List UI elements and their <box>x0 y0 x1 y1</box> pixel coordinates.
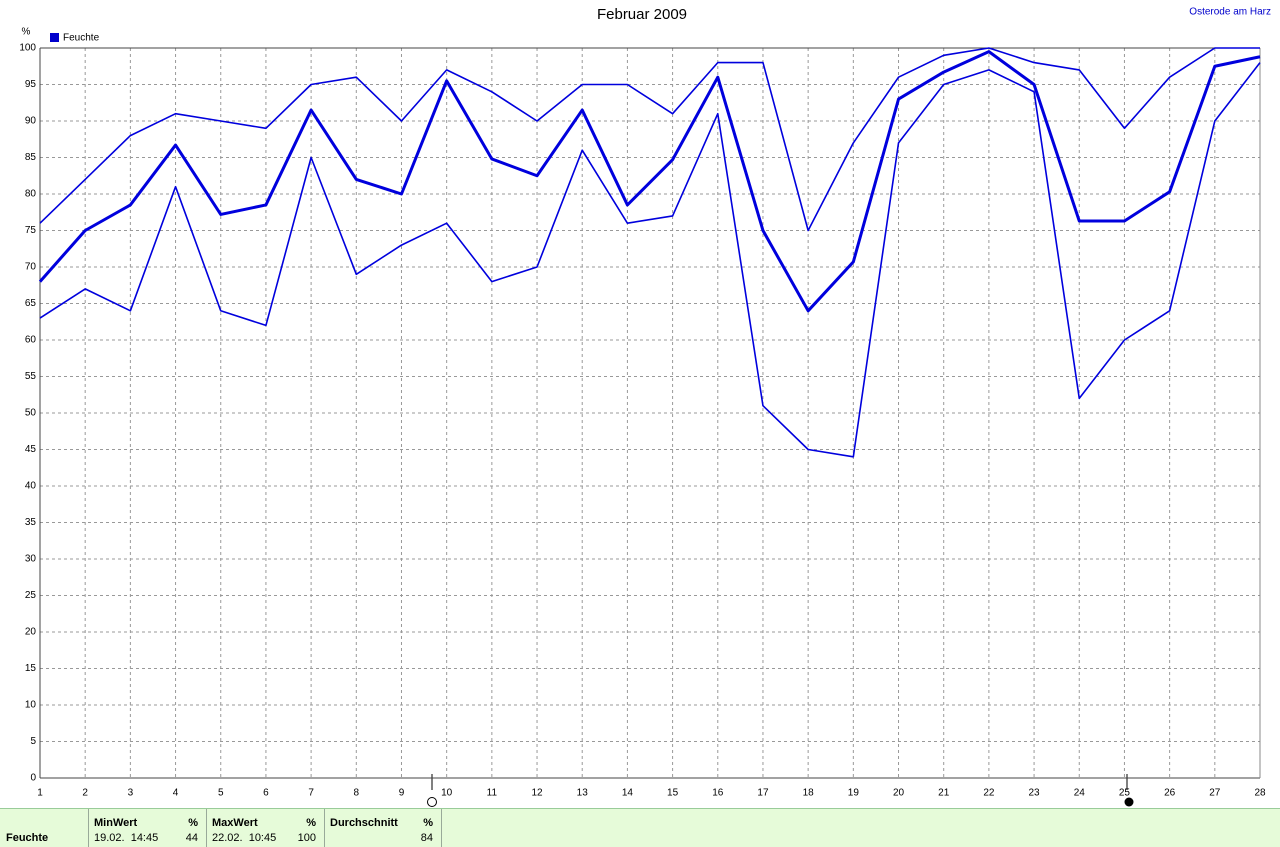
x-tick-label: 25 <box>1119 788 1131 799</box>
column-header: MaxWert <box>212 817 258 829</box>
y-tick-label: 70 <box>25 262 37 273</box>
x-tick-label: 18 <box>803 788 815 799</box>
x-tick-label: 23 <box>1029 788 1041 799</box>
chart: Februar 2009 Osterode am Harz % Feuchte … <box>19 6 1271 807</box>
x-tick-label: 28 <box>1254 788 1266 799</box>
column-header: MinWert <box>94 817 138 829</box>
y-tick-label: 55 <box>25 371 37 382</box>
legend-swatch <box>50 33 59 42</box>
y-tick-label: 90 <box>25 116 37 127</box>
y-tick-label: 85 <box>25 152 37 163</box>
x-tick-label: 5 <box>218 788 224 799</box>
y-tick-label: 25 <box>25 590 37 601</box>
chart-title: Februar 2009 <box>597 6 687 23</box>
value: 44 <box>185 832 198 844</box>
y-tick-label: 10 <box>25 700 37 711</box>
y-tick-label: 40 <box>25 481 37 492</box>
column-header: Durchschnitt <box>330 817 398 829</box>
y-tick-label: 50 <box>25 408 37 419</box>
y-tick-label: 20 <box>25 627 37 638</box>
x-tick-label: 14 <box>622 788 634 799</box>
line-series <box>39 62 1261 458</box>
x-tick-label: 13 <box>577 788 589 799</box>
x-tick-label: 10 <box>441 788 453 799</box>
x-tick-label: 9 <box>399 788 405 799</box>
column-separator <box>88 809 89 847</box>
y-unit: % <box>22 27 31 38</box>
line-series <box>39 47 1260 232</box>
y-tick-label: 30 <box>25 554 37 565</box>
x-tick-label: 24 <box>1074 788 1086 799</box>
x-tick-label: 27 <box>1209 788 1221 799</box>
y-tick-label: 65 <box>25 298 37 309</box>
y-tick-label: 95 <box>25 79 37 90</box>
y-tick-label: 80 <box>25 189 37 200</box>
time-stamp: 19.02. 14:45 <box>94 832 159 844</box>
column-separator <box>324 809 325 847</box>
x-tick-label: 2 <box>82 788 88 799</box>
cursor-marker <box>427 797 437 807</box>
x-tick-label: 26 <box>1164 788 1176 799</box>
y-tick-label: 60 <box>25 335 37 346</box>
x-tick-label: 21 <box>938 788 950 799</box>
x-tick-label: 3 <box>128 788 134 799</box>
x-tick-label: 4 <box>173 788 179 799</box>
value: 84 <box>420 832 433 844</box>
x-tick-label: 12 <box>531 788 543 799</box>
y-tick-label: 15 <box>25 663 37 674</box>
legend-label: Feuchte <box>63 33 100 44</box>
row-label: Feuchte <box>6 832 49 844</box>
value: 100 <box>297 832 316 844</box>
line-series <box>38 50 1261 313</box>
column-unit: % <box>306 817 316 829</box>
cursor-marker <box>1124 797 1134 807</box>
x-tick-label: 8 <box>354 788 360 799</box>
y-tick-label: 35 <box>25 517 37 528</box>
x-tick-label: 17 <box>757 788 769 799</box>
summary-table: Feuchte MinWert% 19.02. 14:45 44 MaxWert% 22… <box>0 808 1280 847</box>
time-stamp: 22.02. 10:45 <box>212 832 277 844</box>
column-separator <box>441 809 442 847</box>
x-tick-label: 6 <box>263 788 269 799</box>
y-tick-label: 5 <box>30 736 36 747</box>
location: Osterode am Harz <box>1189 7 1271 18</box>
column-unit: % <box>188 817 198 829</box>
x-tick-label: 22 <box>983 788 995 799</box>
x-tick-label: 16 <box>712 788 724 799</box>
x-tick-label: 1 <box>37 788 43 799</box>
y-tick-label: 0 <box>30 773 36 784</box>
x-tick-label: 7 <box>308 788 314 799</box>
y-tick-label: 100 <box>19 43 36 54</box>
column-unit: % <box>423 817 433 829</box>
y-tick-label: 45 <box>25 444 37 455</box>
x-tick-label: 11 <box>487 788 498 799</box>
x-tick-label: 19 <box>848 788 860 799</box>
y-tick-label: 75 <box>25 225 37 236</box>
x-tick-label: 15 <box>667 788 679 799</box>
x-tick-label: 20 <box>893 788 905 799</box>
column-separator <box>206 809 207 847</box>
